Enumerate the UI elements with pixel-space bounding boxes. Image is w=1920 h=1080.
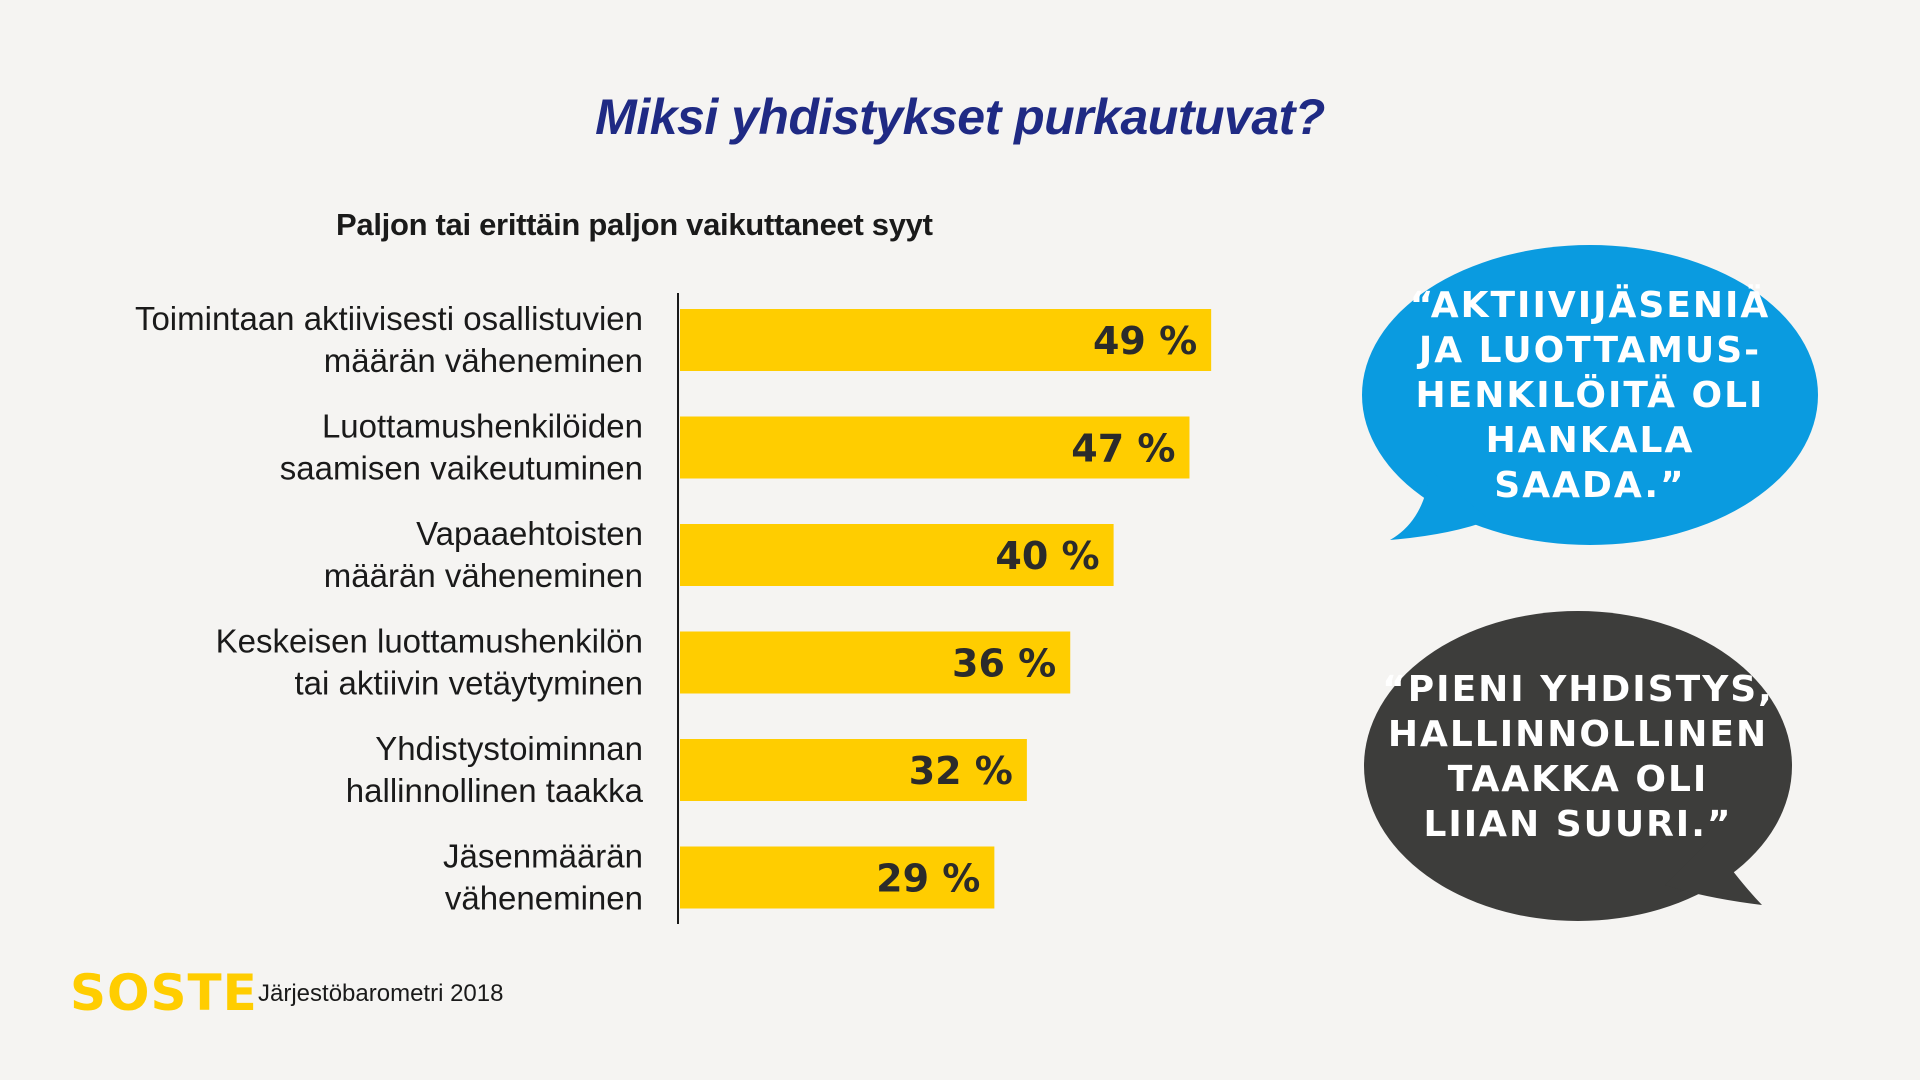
category-label-6-line-1: Jäsenmäärän xyxy=(443,838,643,875)
bar-4 xyxy=(680,631,1071,694)
bars-group: 49 % Toimintaan aktiivisesti osallistuvie… xyxy=(135,300,1212,917)
category-label-1-line-2: määrän väheneminen xyxy=(324,342,643,379)
category-label-4-line-1: Keskeisen luottamushenkilön xyxy=(216,623,643,660)
category-label-5-line-1: Yhdistystoiminnan xyxy=(375,730,643,767)
category-label-4-line-2: tai aktiivin vetäytyminen xyxy=(295,665,643,702)
quote-1-text: “AKTIIVIJÄSENIÄ JA LUOTTAMUS- HENKILÖITÄ… xyxy=(1409,285,1771,506)
category-label-5-line-2: hallinnollinen taakka xyxy=(346,772,644,809)
category-label-1-line-1: Toimintaan aktiivisesti osallistuvien xyxy=(135,300,643,337)
bar-1 xyxy=(680,309,1212,371)
quote-2-text: “PIENI YHDISTYS, HALLINNOLLINEN TAAKKA O… xyxy=(1382,669,1774,845)
soste-logo: SOSTE xyxy=(70,964,258,1022)
category-label-3-line-1: Vapaaehtoisten xyxy=(416,515,643,552)
bar-6 xyxy=(680,846,995,909)
category-label-6-line-2: väheneminen xyxy=(445,880,643,917)
bar-value-label-2: 47 % xyxy=(1071,427,1175,471)
source-label: Järjestöbarometri 2018 xyxy=(258,980,504,1007)
bar-2 xyxy=(680,416,1190,479)
bar-value-label-1: 49 % xyxy=(1093,319,1197,363)
bar-value-label-3: 40 % xyxy=(995,534,1099,578)
bar-value-label-5: 32 % xyxy=(909,749,1013,793)
bar-3 xyxy=(680,524,1114,586)
bar-5 xyxy=(680,739,1027,801)
category-label-2-line-2: saamisen vaikeutuminen xyxy=(280,450,643,487)
bar-value-label-6: 29 % xyxy=(876,857,980,901)
category-label-2-line-1: Luottamushenkilöiden xyxy=(322,408,643,445)
chart-subtitle: Paljon tai erittäin paljon vaikuttaneet … xyxy=(336,207,933,242)
page-title: Miksi yhdistykset purkautuvat? xyxy=(595,89,1325,145)
category-label-3-line-2: määrän väheneminen xyxy=(324,557,643,594)
bar-value-label-4: 36 % xyxy=(952,642,1056,686)
